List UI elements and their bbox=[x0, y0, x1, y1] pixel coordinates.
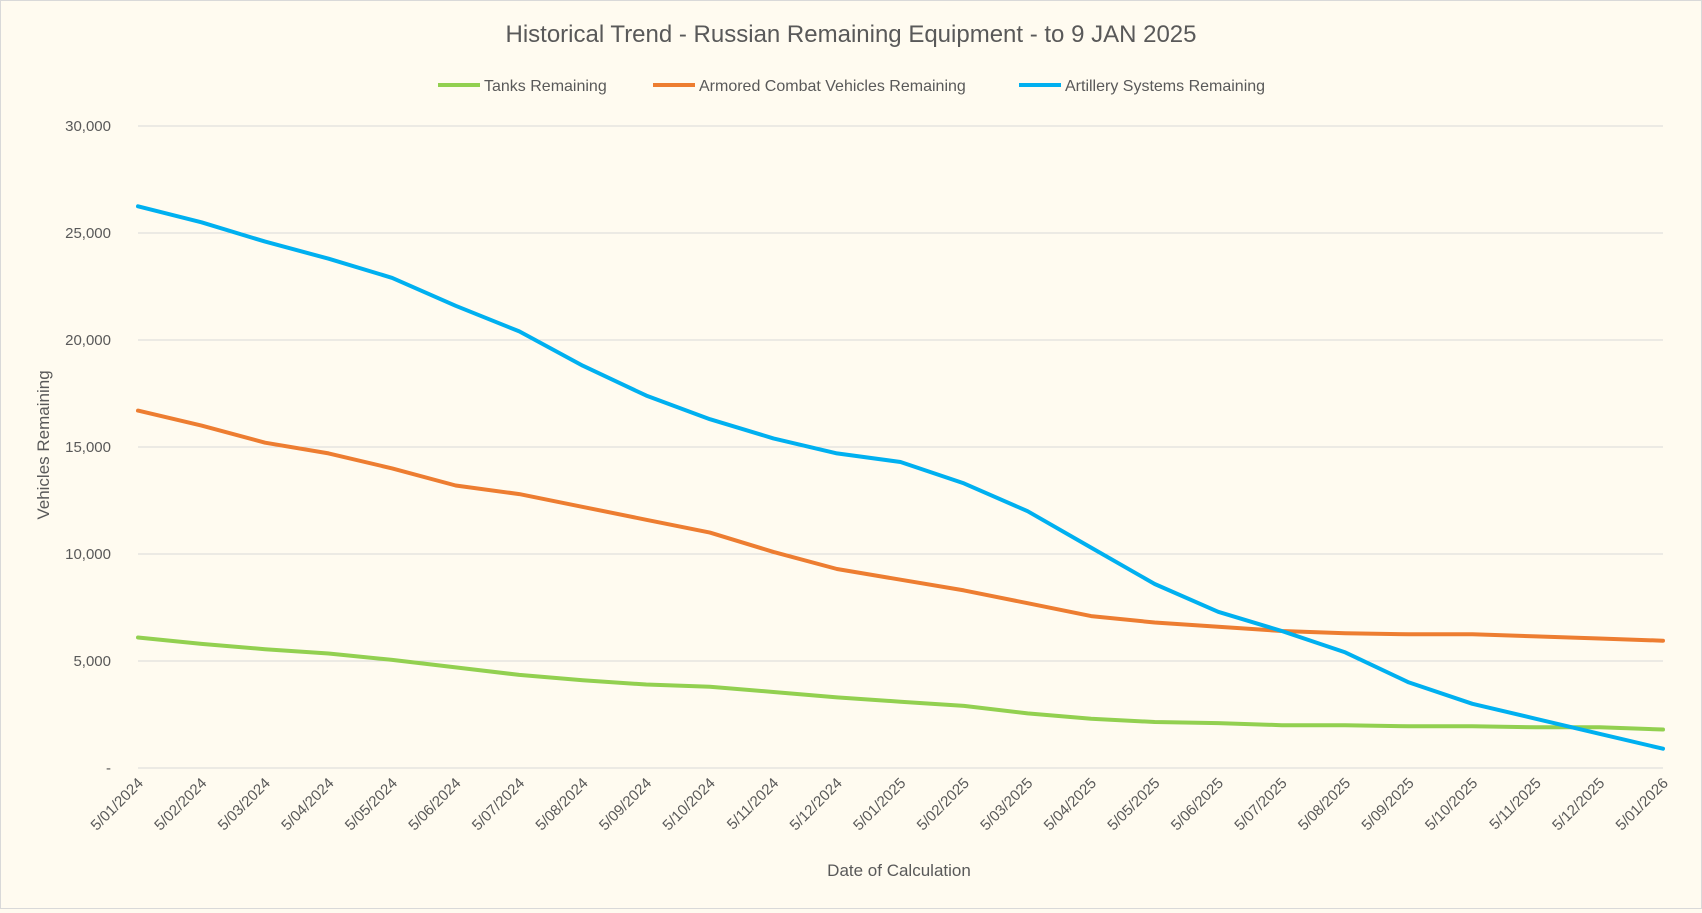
y-tick-label: - bbox=[106, 760, 111, 777]
x-tick-label: 5/02/2024 bbox=[151, 775, 210, 834]
x-tick-label: 5/04/2025 bbox=[1041, 775, 1100, 834]
x-axis-label: Date of Calculation bbox=[827, 861, 971, 880]
x-axis-ticks: 5/01/2024 5/02/2024 5/03/2024 5/04/2024 5/05… bbox=[88, 775, 1672, 834]
y-tick-label: 10,000 bbox=[65, 546, 111, 563]
y-tick-label: 30,000 bbox=[65, 118, 111, 135]
series-line-2 bbox=[136, 408, 1665, 643]
series-line-1 bbox=[136, 635, 1665, 732]
x-tick-label: 5/07/2024 bbox=[469, 775, 528, 834]
x-tick-label: 5/01/2026 bbox=[1613, 775, 1672, 834]
x-tick-label: 5/09/2024 bbox=[596, 775, 655, 834]
x-tick-label: 5/09/2025 bbox=[1358, 775, 1417, 834]
legend: Tanks Remaining Armored Combat Vehicles R… bbox=[438, 78, 1265, 95]
y-tick-label: 5,000 bbox=[73, 653, 111, 670]
x-tick-label: 5/10/2025 bbox=[1422, 775, 1481, 834]
x-tick-label: 5/08/2024 bbox=[532, 775, 591, 834]
y-tick-label: 25,000 bbox=[65, 225, 111, 242]
y-axis-ticks: - 5,000 10,000 15,000 20,000 25,000 30,000 bbox=[65, 118, 111, 777]
x-tick-label: 5/03/2025 bbox=[977, 775, 1036, 834]
x-tick-label: 5/01/2025 bbox=[850, 775, 909, 834]
gridlines bbox=[138, 125, 1663, 769]
x-tick-label: 5/02/2025 bbox=[914, 775, 973, 834]
x-tick-label: 5/04/2024 bbox=[278, 775, 337, 834]
legend-label: Tanks Remaining bbox=[484, 78, 607, 95]
x-tick-label: 5/05/2025 bbox=[1104, 775, 1163, 834]
x-tick-label: 5/10/2024 bbox=[659, 775, 718, 834]
x-tick-label: 5/12/2025 bbox=[1549, 775, 1608, 834]
y-axis-label: Vehicles Remaining bbox=[34, 370, 53, 519]
x-tick-label: 5/12/2024 bbox=[787, 775, 846, 834]
x-tick-label: 5/11/2024 bbox=[724, 775, 782, 833]
x-tick-label: 5/11/2025 bbox=[1486, 775, 1544, 833]
x-tick-label: 5/03/2024 bbox=[215, 775, 274, 834]
series-line-3 bbox=[136, 204, 1665, 751]
legend-label: Armored Combat Vehicles Remaining bbox=[699, 78, 966, 95]
y-tick-label: 15,000 bbox=[65, 439, 111, 456]
series-lines bbox=[136, 204, 1665, 751]
x-tick-label: 5/06/2024 bbox=[405, 775, 464, 834]
legend-label: Artillery Systems Remaining bbox=[1065, 78, 1265, 95]
x-tick-label: 5/05/2024 bbox=[342, 775, 401, 834]
x-tick-label: 5/01/2024 bbox=[88, 775, 147, 834]
x-tick-label: 5/07/2025 bbox=[1231, 775, 1290, 834]
chart-title: Historical Trend - Russian Remaining Equ… bbox=[506, 21, 1197, 48]
x-tick-label: 5/08/2025 bbox=[1295, 775, 1354, 834]
y-tick-label: 20,000 bbox=[65, 332, 111, 349]
x-tick-label: 5/06/2025 bbox=[1168, 775, 1227, 834]
